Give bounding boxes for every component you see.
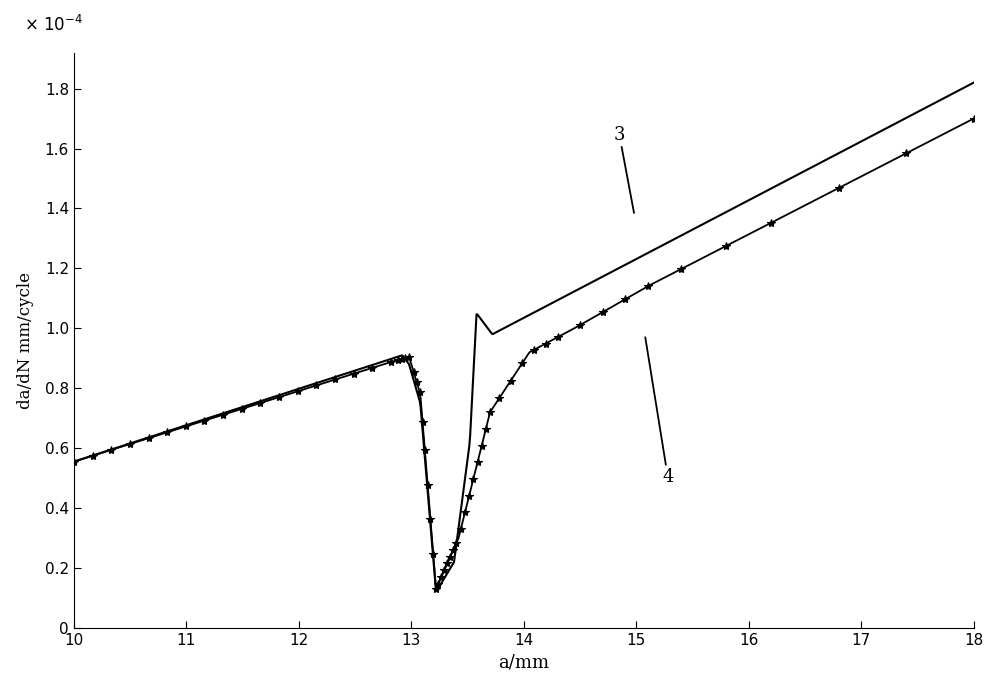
Y-axis label: da/dN mm/cycle: da/dN mm/cycle (17, 272, 34, 409)
Text: 4: 4 (645, 337, 673, 486)
X-axis label: a/mm: a/mm (498, 654, 549, 671)
Text: 3: 3 (614, 126, 634, 213)
Text: $\times\ 10^{-4}$: $\times\ 10^{-4}$ (24, 15, 83, 35)
